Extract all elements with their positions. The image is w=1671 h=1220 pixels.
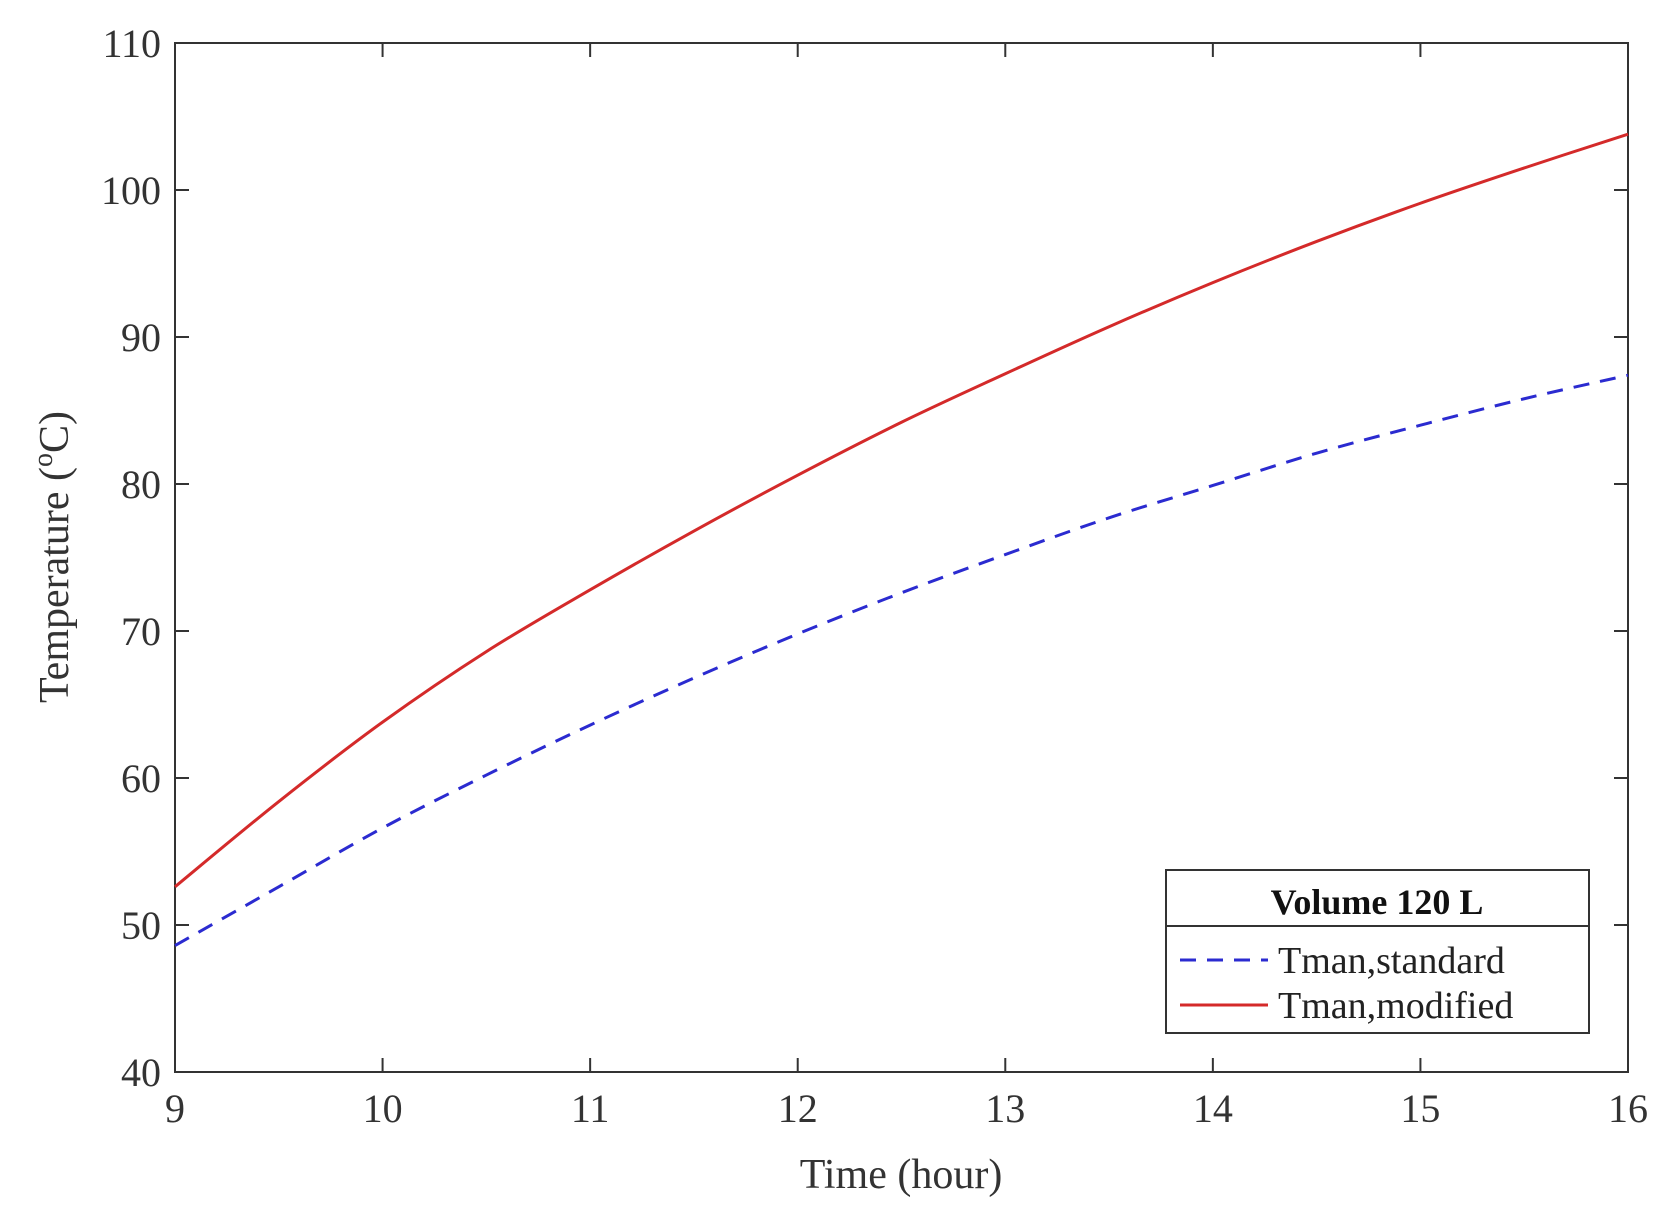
legend: Volume 120 L Tman,standard Tman,modified [1165,869,1590,1034]
y-tick-label: 70 [121,609,161,654]
y-axis-ticks: 40 50 60 70 80 90 100 110 [101,21,1628,1095]
y-tick-label: 80 [121,462,161,507]
y-tick-label: 50 [121,903,161,948]
y-tick-label: 60 [121,756,161,801]
y-axis-title-superscript: o [28,453,59,467]
series-layer [174,132,1629,947]
y-axis-title-unit: C) [32,411,78,453]
x-tick-label: 11 [571,1086,610,1131]
y-tick-label: 110 [102,21,161,66]
y-tick-label: 90 [121,315,161,360]
x-tick-label: 13 [985,1086,1025,1131]
x-tick-label: 14 [1193,1086,1233,1131]
legend-label-standard: Tman,standard [1278,940,1505,982]
x-tick-label: 16 [1608,1086,1648,1131]
x-tick-label: 10 [363,1086,403,1131]
series-line-modified [174,132,1629,888]
series-line-standard [174,373,1629,947]
x-tick-label: 9 [165,1086,185,1131]
legend-label-modified: Tman,modified [1278,985,1513,1027]
x-axis-title: Time (hour) [800,1152,1003,1198]
x-tick-label: 15 [1400,1086,1440,1131]
legend-title: Volume 120 L [1271,882,1484,922]
x-tick-label: 12 [778,1086,818,1131]
y-tick-label: 40 [121,1050,161,1095]
y-axis-title: Temperature (oC) [28,411,78,703]
y-axis-title-main: Temperature ( [32,467,78,703]
y-tick-label: 100 [101,168,161,213]
x-axis-ticks: 9 10 11 12 13 14 15 16 [165,43,1648,1131]
